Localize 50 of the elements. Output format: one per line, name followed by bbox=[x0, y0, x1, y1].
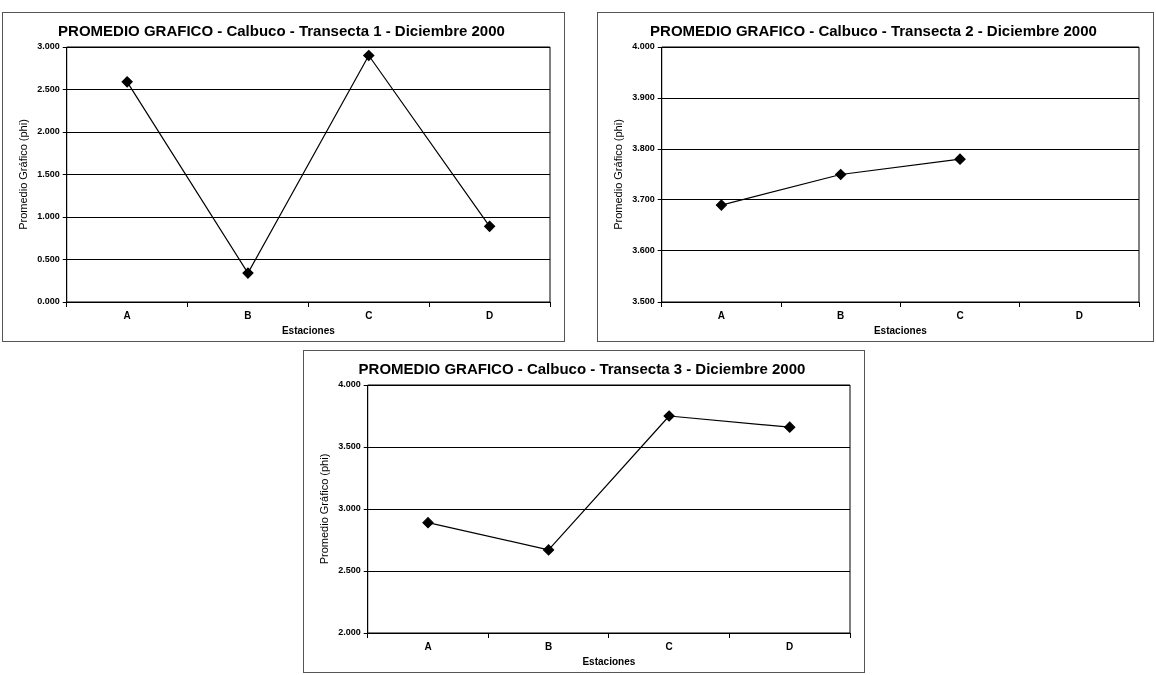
chart-title: PROMEDIO GRAFICO - Calbuco - Transecta 1 - Diciembre 2000 bbox=[58, 22, 505, 40]
x-tick-label: A bbox=[424, 640, 432, 652]
x-tick-label: B bbox=[544, 640, 553, 652]
x-axis-title: Estaciones bbox=[281, 324, 336, 336]
point bbox=[542, 544, 555, 556]
x-axis-title: Estaciones bbox=[582, 655, 636, 667]
x-tick-label: D bbox=[1075, 309, 1083, 321]
x-tick-label: B bbox=[837, 309, 845, 321]
y-tick-label: 0.500 bbox=[37, 253, 60, 264]
y-axis-title: Promedio Gráfico (phi) bbox=[317, 453, 330, 565]
y-tick-label: 3.500 bbox=[632, 296, 655, 307]
x-tick-label: A bbox=[717, 309, 725, 321]
x-axis-title: Estaciones bbox=[873, 324, 928, 336]
chart-title: PROMEDIO GRAFICO - Calbuco - Transecta 3 - Diciembre 2000 bbox=[358, 360, 806, 378]
y-tick-label: 4.000 bbox=[338, 379, 361, 390]
point bbox=[954, 153, 966, 165]
point bbox=[784, 421, 796, 433]
point bbox=[422, 517, 434, 529]
y-tick-label: 1.000 bbox=[37, 211, 60, 222]
y-tick-label: 1.500 bbox=[37, 168, 60, 179]
point bbox=[715, 199, 727, 211]
y-tick-label: 3.000 bbox=[338, 503, 361, 514]
x-tick-label: D bbox=[786, 640, 794, 652]
y-tick-label: 3.600 bbox=[632, 245, 655, 256]
y-tick-label: 3.500 bbox=[338, 441, 361, 452]
y-axis-title: Promedio Gráfico (phi) bbox=[16, 119, 29, 230]
y-tick-label: 2.500 bbox=[338, 565, 361, 576]
x-tick-label: C bbox=[365, 309, 373, 321]
point bbox=[835, 168, 847, 181]
y-axis-title: Promedio Gráfico (phi) bbox=[611, 119, 624, 230]
x-tick-label: C bbox=[665, 640, 673, 652]
point bbox=[242, 267, 254, 279]
y-tick-label: 4.000 bbox=[632, 41, 655, 52]
x-tick-label: A bbox=[123, 309, 131, 321]
point bbox=[363, 49, 375, 62]
point bbox=[483, 220, 496, 232]
chart-title: PROMEDIO GRAFICO - Calbuco - Transecta 2 - Diciembre 2000 bbox=[650, 22, 1097, 40]
y-tick-label: 3.700 bbox=[632, 194, 655, 205]
point bbox=[663, 410, 675, 422]
y-tick-label: 0.000 bbox=[37, 296, 60, 307]
y-tick-label: 3.900 bbox=[632, 92, 655, 103]
y-tick-label: 2.500 bbox=[37, 83, 60, 94]
x-tick-label: B bbox=[244, 309, 252, 321]
y-tick-label: 3.000 bbox=[37, 41, 60, 52]
y-tick-label: 2.000 bbox=[338, 627, 361, 638]
x-tick-label: C bbox=[956, 309, 964, 321]
y-tick-label: 3.800 bbox=[632, 143, 655, 154]
x-tick-label: D bbox=[485, 309, 494, 321]
point bbox=[121, 76, 133, 88]
y-tick-label: 2.000 bbox=[37, 126, 60, 137]
